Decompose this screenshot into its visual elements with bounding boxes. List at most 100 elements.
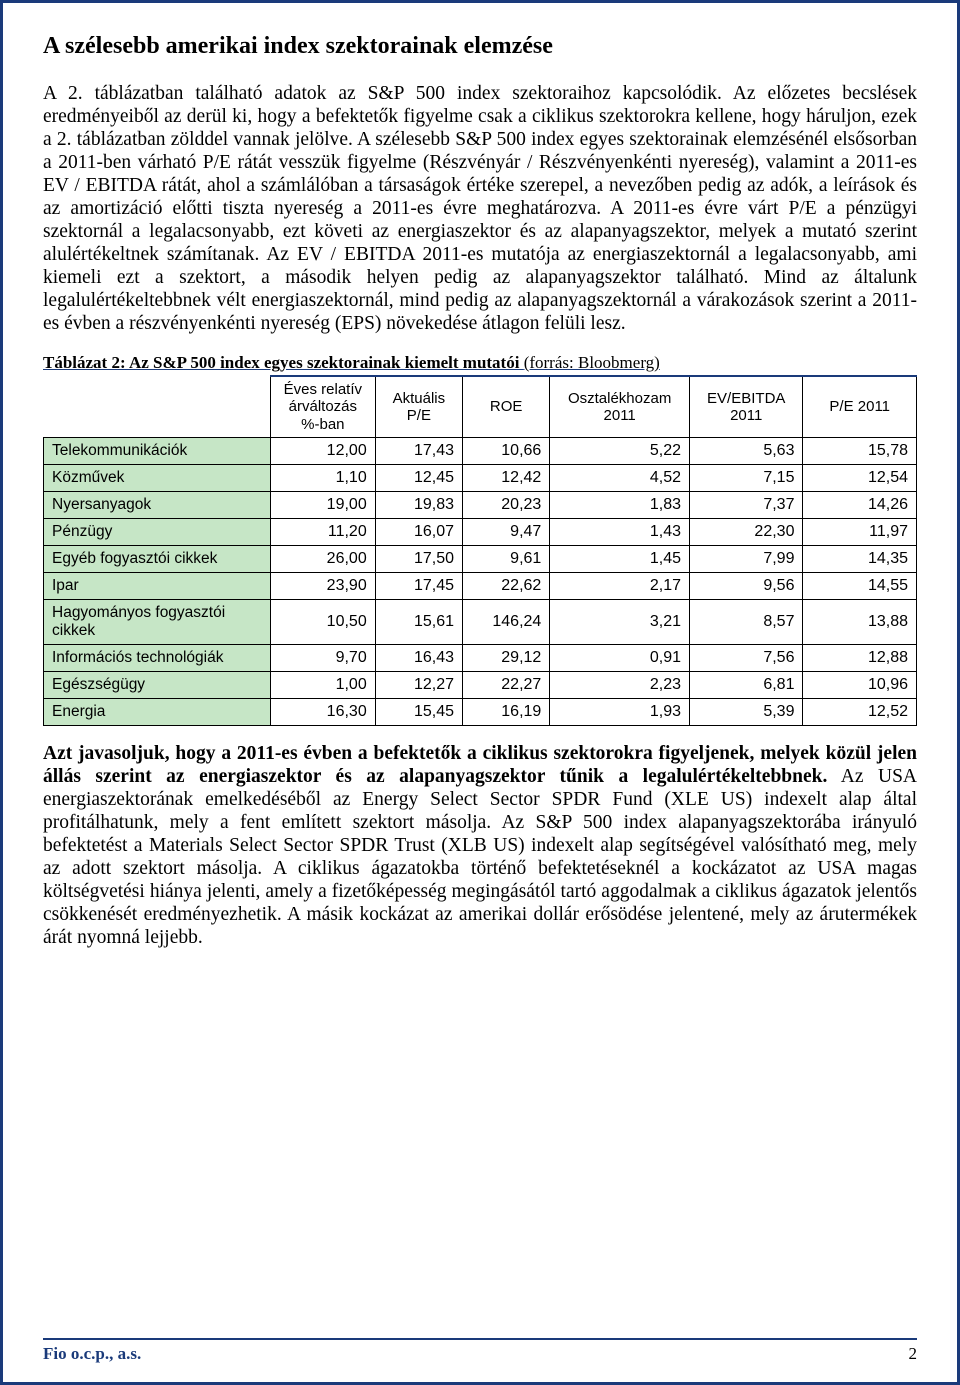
table-caption-source: (forrás: Bloobmerg) xyxy=(524,353,660,372)
table-cell: 12,88 xyxy=(803,644,917,671)
table-cell: 16,43 xyxy=(375,644,462,671)
table-cell: 23,90 xyxy=(270,572,375,599)
table-row: Egészségügy1,0012,2722,272,236,8110,96 xyxy=(44,671,917,698)
table-row-label: Energia xyxy=(44,698,271,725)
table-cell: 19,83 xyxy=(375,491,462,518)
table-cell: 1,83 xyxy=(550,491,690,518)
table-cell: 10,50 xyxy=(270,599,375,644)
table-cell: 15,78 xyxy=(803,437,917,464)
table-row: Információs technológiák9,7016,4329,120,… xyxy=(44,644,917,671)
table-row: Energia16,3015,4516,191,935,3912,52 xyxy=(44,698,917,725)
table-header-cell xyxy=(44,376,271,437)
table-cell: 1,45 xyxy=(550,545,690,572)
paragraph-1: A 2. táblázatban található adatok az S&P… xyxy=(43,82,917,335)
table-cell: 0,91 xyxy=(550,644,690,671)
table-header-cell: ROE xyxy=(463,376,550,437)
table-cell: 19,00 xyxy=(270,491,375,518)
table-row-label: Egyéb fogyasztói cikkek xyxy=(44,545,271,572)
table-cell: 20,23 xyxy=(463,491,550,518)
table-cell: 29,12 xyxy=(463,644,550,671)
table-header-cell: Éves relatív árváltozás %-ban xyxy=(270,376,375,437)
table-cell: 12,42 xyxy=(463,464,550,491)
table-cell: 3,21 xyxy=(550,599,690,644)
table-header-cell: Osztalékhozam 2011 xyxy=(550,376,690,437)
table-cell: 4,52 xyxy=(550,464,690,491)
table-row: Hagyományos fogyasztói cikkek10,5015,611… xyxy=(44,599,917,644)
table-cell: 1,93 xyxy=(550,698,690,725)
table-cell: 5,22 xyxy=(550,437,690,464)
table-row-label: Ipar xyxy=(44,572,271,599)
table-cell: 16,19 xyxy=(463,698,550,725)
sector-table: Éves relatív árváltozás %-banAktuális P/… xyxy=(43,375,917,726)
table-cell: 15,45 xyxy=(375,698,462,725)
table-row: Egyéb fogyasztói cikkek26,0017,509,611,4… xyxy=(44,545,917,572)
table-cell: 2,17 xyxy=(550,572,690,599)
table-caption: Táblázat 2: Az S&P 500 index egyes szekt… xyxy=(43,353,917,373)
table-cell: 12,00 xyxy=(270,437,375,464)
table-cell: 17,43 xyxy=(375,437,462,464)
table-cell: 16,07 xyxy=(375,518,462,545)
table-cell: 13,88 xyxy=(803,599,917,644)
table-row-label: Közművek xyxy=(44,464,271,491)
table-cell: 5,39 xyxy=(689,698,802,725)
table-cell: 10,66 xyxy=(463,437,550,464)
page-footer: Fio o.c.p., a.s. 2 xyxy=(43,1338,917,1364)
table-cell: 15,61 xyxy=(375,599,462,644)
table-cell: 7,15 xyxy=(689,464,802,491)
table-cell: 22,27 xyxy=(463,671,550,698)
page-title: A szélesebb amerikai index szektorainak … xyxy=(43,33,917,60)
table-row: Pénzügy11,2016,079,471,4322,3011,97 xyxy=(44,518,917,545)
table-row-label: Egészségügy xyxy=(44,671,271,698)
table-cell: 7,37 xyxy=(689,491,802,518)
table-cell: 9,70 xyxy=(270,644,375,671)
table-cell: 12,45 xyxy=(375,464,462,491)
table-header-cell: P/E 2011 xyxy=(803,376,917,437)
table-cell: 22,62 xyxy=(463,572,550,599)
table-cell: 1,43 xyxy=(550,518,690,545)
table-cell: 146,24 xyxy=(463,599,550,644)
table-row: Telekommunikációk12,0017,4310,665,225,63… xyxy=(44,437,917,464)
table-cell: 22,30 xyxy=(689,518,802,545)
table-cell: 6,81 xyxy=(689,671,802,698)
table-row: Nyersanyagok19,0019,8320,231,837,3714,26 xyxy=(44,491,917,518)
table-row-label: Nyersanyagok xyxy=(44,491,271,518)
table-row-label: Telekommunikációk xyxy=(44,437,271,464)
table-cell: 10,96 xyxy=(803,671,917,698)
footer-company: Fio o.c.p., a.s. xyxy=(43,1344,141,1364)
paragraph-2-bold: Azt javasoljuk, hogy a 2011-es évben a b… xyxy=(43,743,917,787)
table-cell: 14,35 xyxy=(803,545,917,572)
table-cell: 9,56 xyxy=(689,572,802,599)
table-cell: 14,55 xyxy=(803,572,917,599)
table-cell: 9,61 xyxy=(463,545,550,572)
table-cell: 7,99 xyxy=(689,545,802,572)
table-cell: 17,50 xyxy=(375,545,462,572)
table-header-cell: Aktuális P/E xyxy=(375,376,462,437)
table-cell: 26,00 xyxy=(270,545,375,572)
table-cell: 1,00 xyxy=(270,671,375,698)
table-header-row: Éves relatív árváltozás %-banAktuális P/… xyxy=(44,376,917,437)
table-header-cell: EV/EBITDA 2011 xyxy=(689,376,802,437)
table-row: Ipar23,9017,4522,622,179,5614,55 xyxy=(44,572,917,599)
paragraph-2: Azt javasoljuk, hogy a 2011-es évben a b… xyxy=(43,742,917,949)
paragraph-2-rest: Az USA energiaszektorának emelkedéséből … xyxy=(43,766,917,948)
table-cell: 11,97 xyxy=(803,518,917,545)
footer-page-number: 2 xyxy=(909,1344,918,1364)
table-cell: 11,20 xyxy=(270,518,375,545)
table-cell: 9,47 xyxy=(463,518,550,545)
table-row-label: Információs technológiák xyxy=(44,644,271,671)
table-cell: 2,23 xyxy=(550,671,690,698)
table-cell: 12,27 xyxy=(375,671,462,698)
table-cell: 17,45 xyxy=(375,572,462,599)
table-cell: 16,30 xyxy=(270,698,375,725)
table-caption-main: Táblázat 2: Az S&P 500 index egyes szekt… xyxy=(43,353,524,372)
table-cell: 12,54 xyxy=(803,464,917,491)
table-row-label: Pénzügy xyxy=(44,518,271,545)
table-cell: 5,63 xyxy=(689,437,802,464)
table-cell: 1,10 xyxy=(270,464,375,491)
table-cell: 7,56 xyxy=(689,644,802,671)
page-frame: A szélesebb amerikai index szektorainak … xyxy=(0,0,960,1385)
table-row: Közművek1,1012,4512,424,527,1512,54 xyxy=(44,464,917,491)
table-cell: 8,57 xyxy=(689,599,802,644)
table-row-label: Hagyományos fogyasztói cikkek xyxy=(44,599,271,644)
table-cell: 14,26 xyxy=(803,491,917,518)
